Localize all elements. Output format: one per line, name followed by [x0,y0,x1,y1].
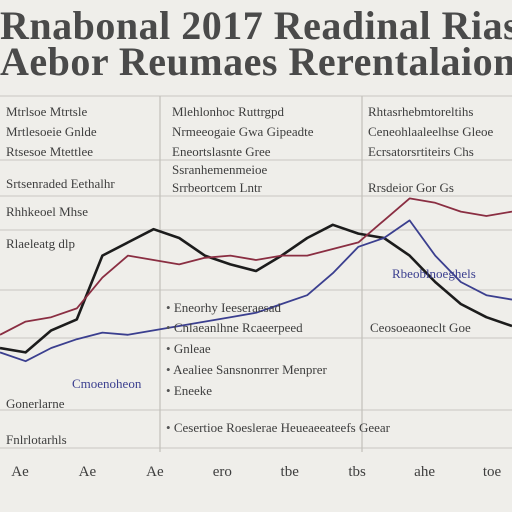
x-tick-label: ahe [414,464,435,480]
middle-note-1: Mlehlonhoc Ruttrgpd [172,104,285,119]
left-lower-note-2: Gonerlarne [6,396,65,411]
grid-lines [0,95,512,452]
right-note-4: Rrsdeior Gor Gs [368,180,454,195]
left-note-5: Rhhkeoel Mhse [6,204,88,219]
x-tick-label: tbs [348,464,366,480]
series-line-2 [0,197,512,336]
left-lower-note-1: Cmoenoheon [72,376,142,391]
left-lower-note-3: Fnlrlotarhls [6,432,67,447]
left-note-3: Rtsesoe Mtettlee [6,144,94,159]
x-tick-label: Ae [11,464,29,480]
middle-list-item-5: Eneeke [166,383,356,398]
middle-list-item-1: Eneorhy Ieeseraesad [166,300,356,315]
x-tick-label: toe [483,464,502,480]
title-block: Rnabonal 2017 Readinal Riassely C Aebor … [0,0,512,88]
middle-note-2: Nrmeeogaie Gwa Gipeadte [172,124,314,139]
left-note-6: Rlaeleatg dlp [6,236,75,251]
middle-note-3: Eneortslasnte Gree [172,144,271,159]
right-note-1: Rhtasrhebmtoreltihs [368,104,474,119]
x-tick-label: ero [213,464,232,480]
middle-bottom-note: Cesertioe Roeslerae Heueaeeateefs Geear [166,420,506,435]
chart-title-line-1: Rnabonal 2017 Readinal Riassely C [0,3,512,48]
chart-title-line-2: Aebor Reumaes Rerentalaionfono Gery [0,39,512,84]
left-note-4: Srtsenraded Eethalhr [6,176,115,191]
left-note-2: Mrtlesoeie Gnlde [6,124,97,139]
x-tick-labels: Ae Ae Ae ero tbe tbs ahe toe [11,464,501,480]
right-note-3: Ecrsatorsrtiteirs Chs [368,144,474,159]
middle-note-5: Srrbeortcem Lntr [172,180,262,195]
middle-list-item-3: Gnleae [166,341,356,356]
middle-list-item-2: Cnlaeanlhne Rcaeerpeed [166,320,356,335]
x-tick-label: tbe [281,464,300,480]
right-note-2: Ceneohlaaleelhse Gleoe [368,124,494,139]
x-tick-label: Ae [146,464,164,480]
right-series-label: Rbeoblnoeghels [392,266,476,281]
right-lower-note: Ceosoeaoneclt Goe [370,320,471,335]
left-note-1: Mtrlsoe Mtrtsle [6,104,88,119]
middle-note-4: Ssranhemenmeioe [172,162,268,177]
middle-list-item-4: Aealiee Sansnonrrer Menprer [166,362,356,377]
x-tick-label: Ae [79,464,97,480]
